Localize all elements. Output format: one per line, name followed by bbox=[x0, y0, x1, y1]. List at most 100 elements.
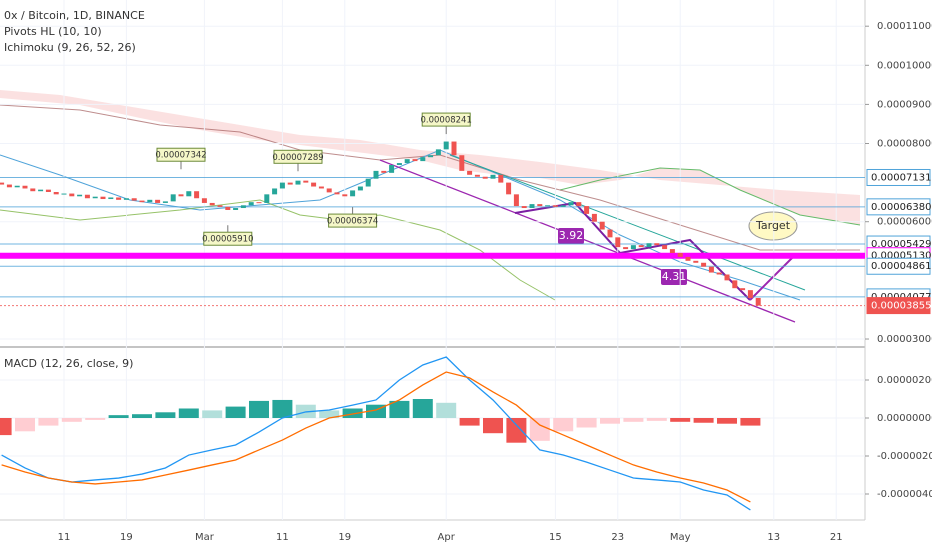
candle-body bbox=[350, 190, 356, 197]
candle-body bbox=[170, 194, 176, 202]
candle-body bbox=[178, 194, 184, 197]
histogram-bar bbox=[740, 418, 761, 426]
candle-body bbox=[45, 189, 51, 192]
x-tick-label: Apr bbox=[438, 532, 456, 543]
histogram-bar bbox=[15, 418, 35, 432]
candle-body bbox=[545, 205, 551, 207]
y-tick-label: -0.00000200 bbox=[877, 451, 932, 462]
candle-body bbox=[708, 266, 714, 273]
x-tick-label: Mar bbox=[195, 532, 215, 543]
candle-body bbox=[61, 193, 67, 195]
histogram-bar bbox=[272, 399, 293, 419]
candle-body bbox=[162, 201, 168, 203]
candle-body bbox=[654, 243, 660, 246]
histogram-bar bbox=[553, 418, 574, 432]
candle-body bbox=[108, 197, 114, 200]
price-tag-label: 0.00005429 bbox=[871, 239, 931, 250]
candle-body bbox=[615, 237, 621, 248]
candle-body bbox=[685, 256, 691, 261]
histogram-bar bbox=[38, 418, 59, 426]
candle-body bbox=[420, 157, 426, 162]
candle-body bbox=[646, 243, 652, 248]
price-tag-label: 0.00006380 bbox=[871, 202, 931, 213]
candle-body bbox=[326, 188, 332, 193]
histogram-bar bbox=[436, 402, 457, 419]
annotation: 4.31 bbox=[662, 270, 687, 283]
indicator-label: Ichimoku (9, 26, 52, 26) bbox=[4, 41, 136, 54]
drawings bbox=[0, 0, 866, 521]
x-tick-label: 23 bbox=[611, 532, 624, 543]
candle-body bbox=[84, 194, 90, 199]
pivot-box bbox=[328, 213, 378, 228]
candle-body bbox=[693, 260, 699, 263]
candle-body bbox=[147, 199, 153, 203]
price-tag-label: 0.00007131 bbox=[871, 172, 931, 183]
histogram-bar bbox=[342, 408, 363, 419]
histogram-bar bbox=[202, 410, 223, 419]
candle-body bbox=[240, 205, 246, 209]
price-tag bbox=[866, 297, 931, 315]
x-tick-label: 11 bbox=[276, 532, 289, 543]
candle-body bbox=[755, 297, 761, 306]
candle-body bbox=[14, 185, 20, 188]
candle-body bbox=[155, 199, 161, 203]
candle-body bbox=[139, 200, 145, 203]
y-tick-label: 0.00000200 bbox=[877, 375, 932, 386]
annotation: Target bbox=[755, 219, 791, 232]
target-path bbox=[749, 254, 796, 301]
histogram-bar bbox=[319, 410, 340, 419]
candle-body bbox=[552, 205, 558, 207]
candle-body bbox=[186, 191, 192, 197]
candle-body bbox=[482, 176, 488, 179]
x-tick-label: May bbox=[670, 532, 691, 543]
candle-body bbox=[373, 170, 379, 179]
candle-body bbox=[342, 194, 348, 197]
price-tag-label: 0.00005130 bbox=[871, 251, 931, 262]
candle-body bbox=[389, 165, 395, 173]
y-tick-label: 0.00008000 bbox=[877, 139, 932, 150]
indicator-label: Pivots HL (10, 10) bbox=[4, 25, 102, 38]
price-tag-label: 0.00003855 bbox=[871, 301, 931, 312]
candle-body bbox=[381, 170, 387, 173]
price-tag bbox=[866, 168, 931, 186]
histogram-bar bbox=[529, 418, 550, 441]
y-tick-label: 0.00000000 bbox=[877, 413, 932, 424]
candle-body bbox=[0, 182, 5, 185]
candle-body bbox=[560, 205, 566, 207]
pivot-label: 0.00005910 bbox=[202, 235, 253, 245]
candle-body bbox=[591, 213, 597, 222]
histogram-bar bbox=[506, 418, 527, 443]
candle-body bbox=[568, 202, 574, 206]
candle-body bbox=[279, 182, 285, 189]
candle-body bbox=[623, 247, 629, 250]
pivot-box bbox=[156, 147, 206, 162]
histogram-bar bbox=[389, 400, 410, 419]
symbol-title: 0x / Bitcoin, 1D, BINANCE bbox=[4, 9, 145, 22]
candle-body bbox=[451, 141, 457, 156]
annotation: 3.92 bbox=[559, 229, 584, 242]
candle-body bbox=[225, 206, 231, 210]
candle-body bbox=[724, 274, 730, 281]
histogram-bar bbox=[132, 414, 152, 419]
candle-body bbox=[467, 170, 473, 175]
candle-body bbox=[701, 262, 707, 267]
annotation-box bbox=[558, 228, 584, 244]
candle-body bbox=[529, 204, 535, 209]
macd-line bbox=[1, 371, 751, 503]
trend-line bbox=[379, 159, 796, 323]
pivot-label: 0.00008241 bbox=[421, 116, 472, 126]
candle-body bbox=[209, 202, 215, 206]
candle-body bbox=[295, 180, 301, 185]
histogram-bar bbox=[249, 400, 269, 419]
candle-body bbox=[303, 180, 309, 183]
x-tick-label: 13 bbox=[767, 532, 780, 543]
candle-body bbox=[131, 198, 137, 201]
histogram-bar bbox=[225, 406, 246, 419]
candle-body bbox=[669, 249, 675, 253]
pivot-box bbox=[203, 231, 253, 246]
candle-body bbox=[404, 159, 410, 164]
histogram-bar bbox=[155, 412, 176, 419]
indicator-label: MACD (12, 26, close, 9) bbox=[4, 357, 133, 370]
candle-body bbox=[662, 245, 668, 250]
